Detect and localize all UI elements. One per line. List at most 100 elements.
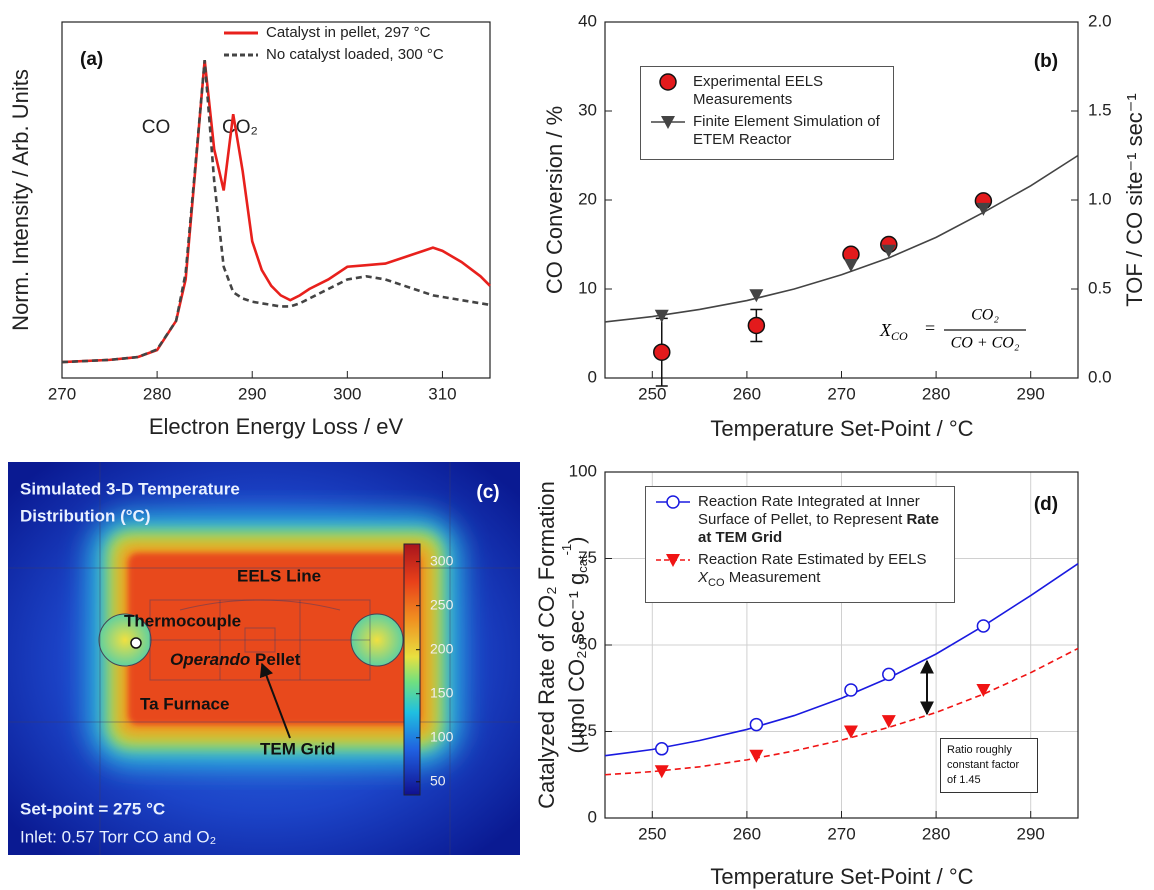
legend: Experimental EELS Measurements Finite Ele… bbox=[640, 66, 894, 160]
colorbar-tick-label: 150 bbox=[430, 684, 454, 700]
legend-text: Finite Element Simulation of ETEM Reacto… bbox=[693, 113, 885, 149]
x-tick-label: 270 bbox=[827, 824, 855, 843]
x-tick-label: 270 bbox=[827, 384, 855, 403]
marker bbox=[750, 719, 762, 731]
y-axis-label-part: ) bbox=[564, 537, 589, 544]
formula-sub: CO bbox=[891, 329, 908, 343]
region-label: TEM Grid bbox=[260, 739, 336, 758]
y-axis-label: Catalyzed Rate of CO₂ Formation bbox=[534, 481, 559, 809]
x-tick-label: 280 bbox=[922, 824, 950, 843]
series-line bbox=[62, 60, 490, 362]
x-axis-label: Electron Energy Loss / eV bbox=[149, 414, 404, 439]
y-tick-label: 75 bbox=[578, 548, 597, 567]
x-tick-label: 300 bbox=[333, 384, 361, 403]
y-axis-label: CO Conversion / % bbox=[542, 106, 567, 294]
legend-label: Experimental EELS Measurements bbox=[693, 73, 823, 108]
legend-text: Reaction Rate Integrated at Inner Surfac… bbox=[698, 493, 946, 547]
legend-entry: Reaction Rate Estimated by EELS XCO Meas… bbox=[654, 551, 946, 592]
marker bbox=[883, 668, 895, 680]
legend-entry: Reaction Rate Integrated at Inner Surfac… bbox=[654, 493, 946, 547]
y-tick-label: 50 bbox=[578, 634, 597, 653]
legend-label: Catalyst in pellet, 297 °C bbox=[266, 24, 430, 41]
x-tick-label: 270 bbox=[48, 384, 76, 403]
colorbar-tick-label: 100 bbox=[430, 728, 454, 744]
legend-label: Reaction Rate Integrated at Inner Surfac… bbox=[698, 493, 920, 528]
marker bbox=[845, 684, 857, 696]
x-tick-label: 310 bbox=[428, 384, 456, 403]
legend: Reaction Rate Integrated at Inner Surfac… bbox=[645, 486, 955, 603]
region-label: Thermocouple bbox=[124, 611, 241, 630]
legend-swatch bbox=[654, 493, 692, 511]
panel-label: (b) bbox=[1034, 51, 1058, 72]
x-tick-label: 290 bbox=[1017, 384, 1045, 403]
legend-label: Measurement bbox=[729, 569, 821, 586]
y-axis-label-sup: -1 bbox=[559, 544, 574, 556]
y-tick-label: 30 bbox=[578, 100, 597, 119]
legend-entry: Experimental EELS Measurements bbox=[649, 73, 885, 109]
legend-label-sub: CO bbox=[708, 577, 725, 589]
setpoint-label: Set-point = 275 °C bbox=[20, 799, 165, 818]
y2-axis-label: TOF / CO site⁻¹ sec⁻¹ bbox=[1122, 93, 1147, 307]
legend: Catalyst in pellet, 297 °C No catalyst lo… bbox=[222, 24, 490, 68]
marker bbox=[667, 496, 679, 508]
plot-frame bbox=[62, 22, 490, 378]
legend-text: Reaction Rate Estimated by EELS XCO Meas… bbox=[698, 551, 946, 592]
colorbar-tick-label: 300 bbox=[430, 552, 454, 568]
series-line bbox=[62, 60, 490, 362]
y2-tick-label: 0.5 bbox=[1088, 278, 1112, 297]
legend-entry: Finite Element Simulation of ETEM Reacto… bbox=[649, 113, 885, 149]
marker bbox=[748, 317, 764, 333]
legend-text: Catalyst in pellet, 297 °C bbox=[266, 24, 430, 42]
y-tick-label: 0 bbox=[588, 367, 597, 386]
region-label-italic: Operando bbox=[170, 650, 250, 669]
panel-label: (d) bbox=[1034, 494, 1058, 515]
y2-tick-label: 0.0 bbox=[1088, 367, 1112, 386]
inlet-label: Inlet: 0.57 Torr CO and O₂ bbox=[20, 827, 216, 846]
panel-label: (a) bbox=[80, 49, 103, 70]
legend-swatch bbox=[222, 46, 260, 64]
x-tick-label: 250 bbox=[638, 384, 666, 403]
y-axis-label: Norm. Intensity / Arb. Units bbox=[8, 69, 33, 331]
legend-swatch bbox=[649, 73, 687, 91]
x-tick-label: 280 bbox=[143, 384, 171, 403]
marker bbox=[749, 750, 763, 763]
marker bbox=[660, 74, 676, 90]
y-tick-label: 40 bbox=[578, 11, 597, 30]
x-tick-label: 260 bbox=[733, 824, 761, 843]
x-tick-label: 290 bbox=[238, 384, 266, 403]
x-tick-label: 290 bbox=[1017, 824, 1045, 843]
x-axis-label: Temperature Set-Point / °C bbox=[710, 864, 973, 889]
legend-text: No catalyst loaded, 300 °C bbox=[266, 46, 444, 64]
formula: XCO = CO₂ CO + CO₂ bbox=[879, 307, 1026, 352]
y2-tick-label: 2.0 bbox=[1088, 11, 1112, 30]
panel-c-title: Distribution (°C) bbox=[20, 506, 151, 525]
legend-label: Reaction Rate Estimated by EELS bbox=[698, 551, 926, 568]
y-tick-label: 10 bbox=[578, 278, 597, 297]
legend-swatch bbox=[222, 24, 260, 42]
formula-denominator: CO + CO₂ bbox=[951, 335, 1020, 352]
legend-text: Experimental EELS Measurements bbox=[693, 73, 885, 109]
y-tick-label: 20 bbox=[578, 189, 597, 208]
page: {"chart_data": [ {"type": "line", "label… bbox=[0, 0, 1154, 890]
marker bbox=[976, 684, 990, 697]
y2-tick-label: 1.5 bbox=[1088, 100, 1112, 119]
formula-equals: = bbox=[925, 318, 935, 338]
x-tick-label: 280 bbox=[922, 384, 950, 403]
region-label: Ta Furnace bbox=[140, 694, 229, 713]
legend-entry: Catalyst in pellet, 297 °C bbox=[222, 24, 490, 42]
plot-area bbox=[62, 60, 490, 362]
legend-label: No catalyst loaded, 300 °C bbox=[266, 46, 444, 63]
y-tick-label: 25 bbox=[578, 721, 597, 740]
region-label: Pellet bbox=[255, 650, 301, 669]
region-label: EELS Line bbox=[237, 566, 321, 585]
colorbar-tick-label: 200 bbox=[430, 640, 454, 656]
x-tick-label: 260 bbox=[733, 384, 761, 403]
marker bbox=[977, 620, 989, 632]
legend-entry: No catalyst loaded, 300 °C bbox=[222, 46, 490, 64]
colorbar-tick-label: 250 bbox=[430, 596, 454, 612]
region-label: Operando Pellet bbox=[170, 650, 301, 669]
legend-swatch bbox=[649, 113, 687, 131]
formula-lhs: XCO bbox=[879, 320, 908, 343]
panel-label: (c) bbox=[476, 482, 499, 503]
y-tick-label: 0 bbox=[588, 807, 597, 826]
